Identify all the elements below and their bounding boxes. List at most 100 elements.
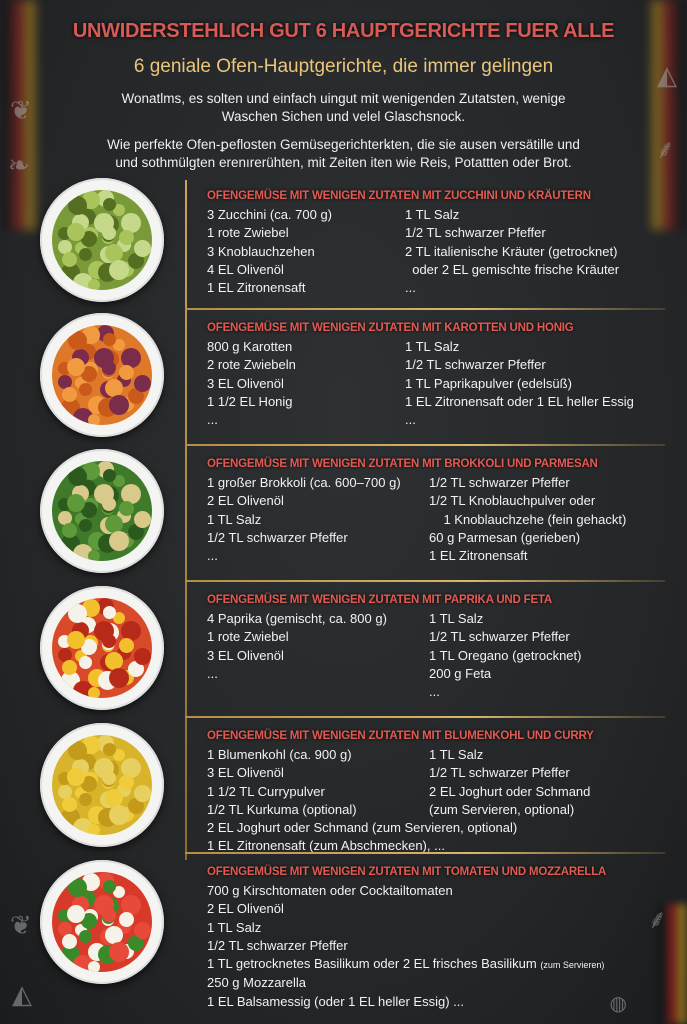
recipe-title: OFENGEMÜSE MIT WENIGEN ZUTATEN MIT ZUCCH… — [207, 190, 591, 202]
recipe-section: OFENGEMÜSE MIT WENIGEN ZUTATEN MIT ZUCCH… — [207, 186, 677, 298]
ingredient-item: 1 TL Paprikapulver (edelsüß) — [405, 375, 572, 391]
section-divider — [185, 716, 665, 718]
ingredients-full-width: 700 g Kirschtomaten oder Cocktailtomaten… — [207, 882, 677, 1011]
ingredient-item: 1 Knoblauchzehe (fein gehackt) — [429, 511, 627, 527]
ingredient-item: 1/2 TL schwarzer Pfeffer — [207, 937, 348, 953]
ingredients-left-column: 800 g Karotten 2 rote Zwiebeln 3 EL Oliven… — [207, 338, 296, 429]
leaf-icon: ❧ — [8, 150, 30, 180]
ingredient-item: 1 1/2 EL Honig — [207, 393, 293, 409]
ingredient-item: 1 1/2 TL Currypulver — [207, 783, 325, 799]
ingredient-item: 1 Blumenkohl (ca. 900 g) — [207, 747, 352, 762]
ingredient-item: ... — [405, 280, 416, 296]
ingredient-item: 1 TL Salz — [207, 511, 262, 527]
german-flag-decoration-left — [0, 0, 36, 230]
ingredient-item: 4 Paprika (gemischt, ca. 800 g) — [207, 611, 387, 626]
cheese-icon: ◭ — [657, 60, 677, 90]
ingredient-item: 2 EL Olivenöl — [207, 901, 284, 917]
ingredient-item: 1/2 TL schwarzer Pfeffer — [429, 475, 570, 490]
ingredients-left-column: 1 Blumenkohl (ca. 900 g) 3 EL Olivenöl 1 1… — [207, 746, 357, 819]
ingredient-item: 1 EL Balsamessig (oder 1 EL heller Essig… — [207, 993, 464, 1009]
ingredient-item: 1/2 TL Kurkuma (optional) — [207, 801, 357, 817]
ingredient-item: oder 2 EL gemischte frische Kräuter — [405, 261, 620, 277]
ingredient-item: 60 g Parmesan (gerieben) — [429, 529, 581, 545]
ingredient-item: ... — [429, 684, 440, 700]
recipe-title: OFENGEMÜSE MIT WENIGEN ZUTATEN MIT TOMAT… — [207, 866, 607, 878]
ingredients-right-column: 1 TL Salz 1/2 TL schwarzer Pfeffer 2 TL it… — [405, 206, 619, 297]
ingredient-item: 1 TL getrocknetes Basilikum oder 2 EL fr… — [207, 956, 605, 972]
page-title: UNWIDERSTEHLICH GUT 6 HAUPTGERICHTE FUER… — [72, 20, 615, 42]
recipe-title: OFENGEMÜSE MIT WENIGEN ZUTATEN MIT KAROT… — [207, 322, 574, 334]
ingredient-item: 1/2 TL schwarzer Pfeffer — [429, 765, 570, 781]
ingredient-item: 800 g Karotten — [207, 339, 293, 354]
ingredient-item: 3 EL Olivenöl — [207, 647, 284, 663]
recipe-section: OFENGEMÜSE MIT WENIGEN ZUTATEN MIT PAPRI… — [207, 590, 677, 702]
german-flag-decoration-right — [651, 0, 687, 230]
ingredient-item: 1 EL Zitronensaft oder 1 EL heller Essig — [405, 393, 634, 409]
ingredient-item: ... — [207, 412, 218, 428]
ingredient-item: 200 g Feta — [429, 665, 492, 681]
ingredient-item: ... — [207, 665, 218, 681]
section-divider — [185, 852, 665, 854]
ingredient-item: 3 Knoblauchzehen — [207, 243, 315, 259]
vertical-divider — [185, 180, 187, 860]
ingredient-item: 1 TL Salz — [207, 919, 262, 935]
ingredient-item: 1 rote Zwiebel — [207, 629, 289, 645]
ingredient-item: 250 g Mozzarella — [207, 975, 306, 991]
cheese-icon: ◭ — [12, 979, 32, 1009]
ingredient-item: 4 EL Olivenöl — [207, 261, 284, 277]
ingredient-item: 1 EL Zitronensaft — [429, 548, 528, 564]
ingredient-item: (zum Servieren, optional) — [429, 801, 575, 817]
section-divider — [185, 308, 665, 310]
ingredients-full-width: 2 EL Joghurt oder Schmand (zum Servieren… — [207, 819, 677, 856]
cauliflower-bowl-icon — [40, 723, 164, 847]
ingredients-right-column: 1 TL Salz 1/2 TL schwarzer Pfeffer 1 TL Pa… — [405, 338, 634, 429]
ingredient-item: 2 TL italienische Kräuter (getrocknet) — [405, 243, 618, 259]
paprika-feta-bowl-icon — [40, 586, 164, 710]
ingredient-item: 3 EL Olivenöl — [207, 765, 284, 781]
ingredient-item: 3 EL Olivenöl — [207, 375, 284, 391]
ingredient-item: 3 Zucchini (ca. 700 g) — [207, 207, 333, 222]
recipe-section: OFENGEMÜSE MIT WENIGEN ZUTATEN MIT KAROT… — [207, 318, 677, 430]
tomato-icon: ◍ — [609, 993, 627, 1015]
recipe-section: OFENGEMÜSE MIT WENIGEN ZUTATEN MIT BROKK… — [207, 454, 677, 566]
tomato-mozzarella-bowl-icon — [40, 860, 164, 984]
ingredients-right-column: 1 TL Salz 1/2 TL schwarzer Pfeffer 1 TL Or… — [429, 610, 581, 701]
ingredient-item: 1 TL Salz — [405, 207, 460, 222]
recipe-title: OFENGEMÜSE MIT WENIGEN ZUTATEN MIT BROKK… — [207, 458, 598, 470]
wheat-icon: ⸙ — [647, 904, 667, 934]
ingredient-item: 1/2 TL schwarzer Pfeffer — [207, 529, 348, 545]
intro-paragraph-2: Wie perfekte Ofen-ꝑeflosten Gemüsegerich… — [107, 137, 580, 170]
ingredient-item: 1 EL Zitronensaft (zum Abschmecken), ... — [207, 838, 445, 854]
zucchini-bowl-icon — [40, 178, 164, 302]
ingredient-item: 2 EL Olivenöl — [207, 493, 284, 509]
ingredient-item: 1/2 TL schwarzer Pfeffer — [405, 225, 546, 241]
wheat-icon: ⸙ — [655, 134, 675, 164]
ingredient-item: 1 EL Zitronensaft — [207, 280, 306, 296]
recipe-title: OFENGEMÜSE MIT WENIGEN ZUTATEN MIT BLUME… — [207, 730, 594, 742]
ingredient-item: 1 TL Salz — [405, 339, 460, 354]
ingredient-item: ... — [207, 548, 218, 564]
ingredient-item: 1/2 TL schwarzer Pfeffer — [429, 629, 570, 645]
ingredient-item: 2 EL Joghurt oder Schmand (zum Servieren… — [207, 820, 518, 836]
broccoli-bowl-icon — [40, 449, 164, 573]
ingredients-left-column: 3 Zucchini (ca. 700 g) 1 rote Zwiebel 3 Kn… — [207, 206, 332, 297]
page-subtitle: 6 geniale Ofen-Hauptgerichte, die immer … — [133, 56, 554, 77]
carrots-bowl-icon — [40, 313, 164, 437]
section-divider — [185, 444, 665, 446]
herb-icon: ❦ — [10, 910, 32, 940]
section-divider — [185, 580, 665, 582]
intro-paragraph-1: Wonatlms, es solten und einfach uingut m… — [121, 91, 566, 124]
ingredients-right-column: 1 TL Salz 1/2 TL schwarzer Pfeffer 2 EL Jo… — [429, 746, 590, 819]
ingredient-item: 2 rote Zwiebeln — [207, 357, 296, 373]
recipe-section: OFENGEMÜSE MIT WENIGEN ZUTATEN MIT TOMAT… — [207, 862, 677, 1011]
ingredient-item: ... — [405, 412, 416, 428]
herb-leaf-icon: ❦ — [10, 95, 32, 125]
recipe-title: OFENGEMÜSE MIT WENIGEN ZUTATEN MIT PAPRI… — [207, 594, 553, 606]
ingredient-item: 2 EL Joghurt oder Schmand — [429, 783, 591, 799]
ingredient-item: 1 TL Oregano (getrocknet) — [429, 647, 582, 663]
ingredient-item: 1 großer Brokkoli (ca. 600–700 g) — [207, 475, 401, 490]
ingredient-item: 1/2 TL schwarzer Pfeffer — [405, 357, 546, 373]
ingredient-item: 1 TL Salz — [429, 611, 484, 626]
recipe-section: OFENGEMÜSE MIT WENIGEN ZUTATEN MIT BLUME… — [207, 726, 677, 856]
ingredient-item: 700 g Kirschtomaten oder Cocktailtomaten — [207, 883, 453, 898]
